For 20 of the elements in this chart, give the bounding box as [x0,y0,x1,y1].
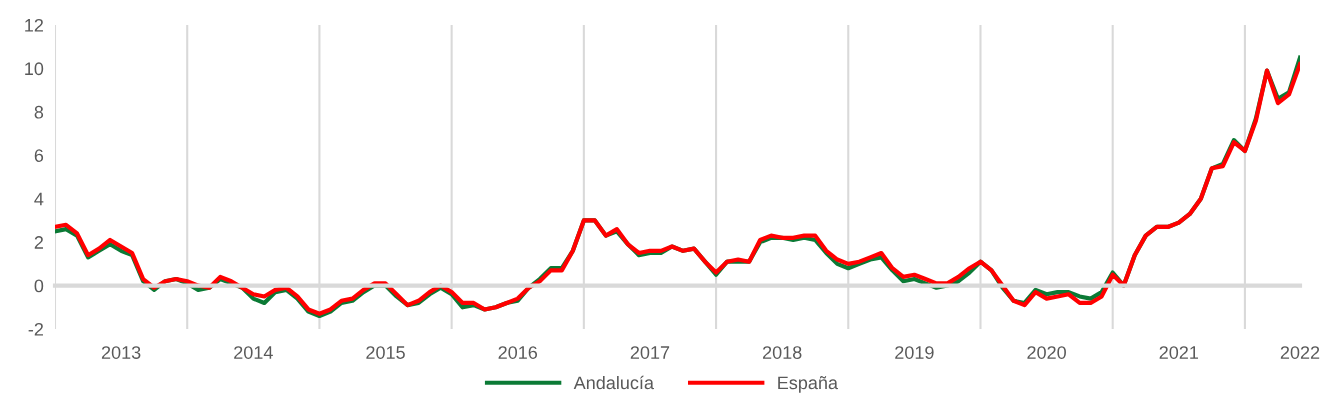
x-tick-label: 2016 [498,346,538,359]
x-tick-label: 2022 [1280,346,1320,359]
x-tick-label: 2021 [1159,346,1199,359]
y-tick-label: 2 [34,236,43,249]
y-tick-label: -2 [28,322,43,336]
legend-label: España [778,376,838,393]
y-tick-label: 0 [34,279,44,293]
y-tick-label: 8 [34,105,44,119]
x-tick-label: 2018 [763,346,802,359]
x-tick-label: 2014 [234,346,273,359]
x-tick-label: 2013 [101,346,141,359]
x-tick-label: 2019 [895,346,934,359]
x-tick-label: 2015 [366,346,405,359]
y-tick-label: 4 [34,192,44,206]
y-tick-label: 12 [25,18,43,32]
x-tick-label: 2017 [630,346,670,359]
y-tick-label: 6 [34,149,44,163]
legend-label: Andalucía [573,375,654,390]
y-tick-label: 10 [25,62,44,76]
x-tick-label: 2020 [1027,346,1066,359]
